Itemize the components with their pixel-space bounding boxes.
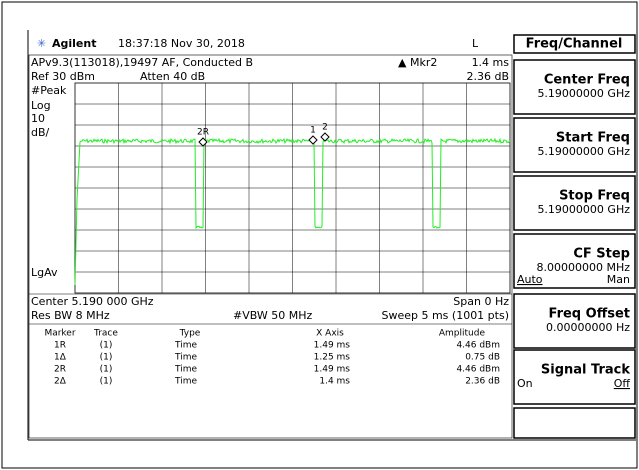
table-cell: Time <box>174 353 197 363</box>
softkey-value: 5.19000000 GHz <box>537 203 630 216</box>
table-cell: (1) <box>100 341 113 351</box>
table-cell: 1Δ <box>54 353 67 363</box>
marker-label: 1 <box>310 126 316 136</box>
softkey[interactable] <box>513 233 636 289</box>
table-cell: (1) <box>100 353 113 363</box>
table-cell: Time <box>174 377 197 387</box>
softkey-value: 0.00000000 Hz <box>546 321 630 334</box>
column-header: X Axis <box>316 329 344 339</box>
softkey[interactable] <box>513 117 636 173</box>
scale: 10 <box>31 112 45 125</box>
sweep: Sweep 5 ms (1001 pts) <box>381 309 509 322</box>
table-cell: 2Δ <box>54 377 67 387</box>
column-header: Trace <box>93 329 118 339</box>
softkey-option: Man <box>607 273 630 286</box>
mode: L <box>472 37 479 50</box>
title: APv9.3(113018),19497 AF, Conducted B <box>31 56 253 69</box>
softkey[interactable] <box>513 293 636 349</box>
menu-title-box <box>513 34 636 54</box>
table-cell: 2R <box>54 365 66 375</box>
marker-label: 2R <box>197 128 209 138</box>
marker-table: Marker Trace Type X Axis Amplitude 1R (1) Time 1… <box>44 329 500 387</box>
table-cell: 2.36 dB <box>465 377 500 387</box>
softkey-label: Freq Offset <box>549 307 630 322</box>
softkey[interactable] <box>513 407 636 439</box>
marker-id: ▲ Mkr2 <box>398 56 437 69</box>
table-cell: 4.46 dBm <box>456 365 500 375</box>
marker-diamond <box>320 132 330 142</box>
softkey[interactable] <box>513 59 636 115</box>
marker-y: 2.36 dB <box>466 70 509 83</box>
span: Span 0 Hz <box>453 295 509 308</box>
scale-unit: dB/ <box>31 126 50 139</box>
display-area <box>28 54 513 439</box>
detector: #Peak <box>31 84 67 97</box>
trace <box>74 137 511 286</box>
scale-type: Log <box>31 99 51 112</box>
softkey-value: 5.19000000 GHz <box>537 145 630 158</box>
softkey-option: Off <box>614 377 631 390</box>
menu-title: Freq/Channel <box>526 37 623 52</box>
softkey-label: Start Freq <box>556 131 630 146</box>
table-cell: Time <box>174 365 197 375</box>
table-cell: 0.75 dB <box>465 353 500 363</box>
table-cell: 1.25 ms <box>314 353 351 363</box>
softkey-value: 8.00000000 MHz <box>536 261 630 274</box>
logo-star: ✳ <box>37 37 46 50</box>
softkey-label: Stop Freq <box>559 189 630 204</box>
table-cell: 1R <box>54 341 66 351</box>
softkey-label: Signal Track <box>541 363 630 378</box>
table-cell: 1.4 ms <box>319 377 350 387</box>
marker-diamond <box>308 135 318 145</box>
markers: 2R 1 2 <box>197 123 330 147</box>
column-header: Marker <box>44 329 75 339</box>
atten: Atten 40 dB <box>140 70 205 83</box>
softkey-label: Center Freq <box>544 73 630 88</box>
rbw: Res BW 8 MHz <box>31 309 110 322</box>
table-cell: 1.49 ms <box>314 341 351 351</box>
softkey[interactable] <box>513 349 636 405</box>
datetime: 18:37:18 Nov 30, 2018 <box>118 37 245 50</box>
graticule <box>74 82 511 294</box>
table-cell: 4.46 dBm <box>456 341 500 351</box>
softkey-option: On <box>517 377 533 390</box>
brand: Agilent <box>52 37 96 50</box>
softkey-value: 5.19000000 GHz <box>537 87 630 100</box>
table-cell: Time <box>174 341 197 351</box>
softkey-label: CF Step <box>573 247 630 262</box>
marker-diamond <box>198 137 208 147</box>
marker-label: 2 <box>322 123 328 133</box>
table-cell: (1) <box>100 377 113 387</box>
ref-level: Ref 30 dBm <box>31 70 95 83</box>
table-cell: 1.49 ms <box>314 365 351 375</box>
table-cell: (1) <box>100 365 113 375</box>
vbw: #VBW 50 MHz <box>233 309 313 322</box>
marker-x: 1.4 ms <box>472 56 510 69</box>
softkey[interactable] <box>513 175 636 231</box>
average: LgAv <box>31 266 58 279</box>
column-header: Type <box>179 329 201 339</box>
column-header: Amplitude <box>439 329 486 339</box>
center-freq: Center 5.190 000 GHz <box>31 295 154 308</box>
softkey-option: Auto <box>517 273 543 286</box>
